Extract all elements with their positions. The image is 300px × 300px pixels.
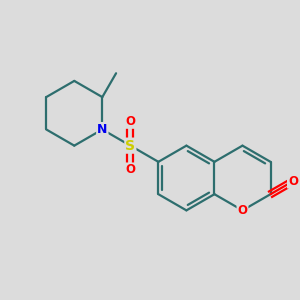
Text: N: N (97, 123, 107, 136)
Text: O: O (125, 164, 135, 176)
Text: O: O (238, 204, 248, 217)
Text: O: O (125, 115, 135, 128)
Text: S: S (125, 139, 135, 153)
Text: O: O (288, 175, 298, 188)
